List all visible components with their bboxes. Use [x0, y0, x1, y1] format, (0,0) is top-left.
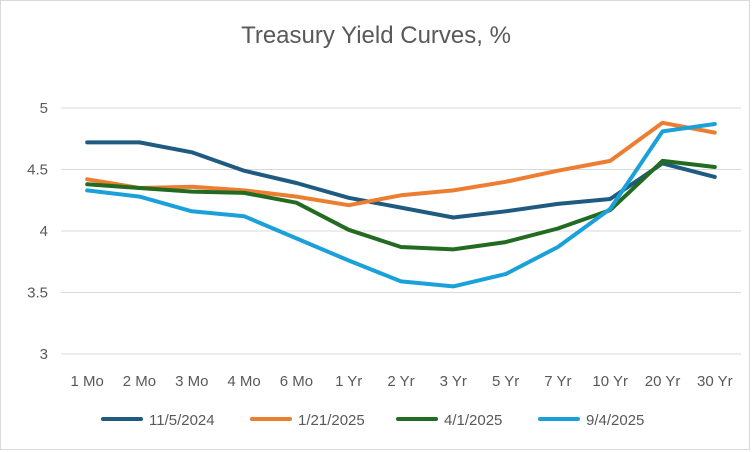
x-tick-label: 2 Yr: [387, 373, 414, 390]
y-tick-label: 3: [40, 346, 48, 363]
y-tick-label: 4.5: [27, 162, 48, 179]
x-tick-label: 1 Mo: [70, 373, 103, 390]
legend-label-3: 4/1/2025: [444, 412, 502, 429]
legend-label-1: 11/5/2024: [149, 412, 215, 429]
x-tick-label: 3 Mo: [175, 373, 208, 390]
x-tick-label: 7 Yr: [544, 373, 571, 390]
x-tick-label: 10 Yr: [592, 373, 628, 390]
y-tick-label: 4: [40, 223, 48, 240]
grid-lines: [61, 107, 741, 355]
legend-label-4: 9/4/2025: [586, 412, 644, 429]
x-tick-label: 2 Mo: [123, 373, 156, 390]
x-tick-label: 30 Yr: [697, 373, 733, 390]
series-line-1: [85, 140, 717, 220]
series-lines: [85, 120, 717, 289]
series-line-3: [85, 158, 717, 252]
y-axis-ticks: 3 3.5 4 4.5 5: [27, 100, 48, 363]
chart-title: Treasury Yield Curves, %: [241, 22, 511, 49]
x-tick-label: 3 Yr: [440, 373, 467, 390]
x-tick-label: 20 Yr: [645, 373, 681, 390]
x-axis-ticks: 1 Mo 2 Mo 3 Mo 4 Mo 6 Mo 1 Yr 2 Yr 3 Yr 5 Yr 7 Yr…: [70, 373, 732, 390]
x-tick-label: 6 Mo: [280, 373, 313, 390]
x-tick-label: 4 Mo: [227, 373, 260, 390]
series-line-4: [85, 122, 717, 289]
legend: 11/5/2024 1/21/2025 4/1/2025 9/4/2025: [101, 412, 644, 429]
y-tick-label: 3.5: [27, 285, 48, 302]
x-tick-label: 1 Yr: [335, 373, 362, 390]
y-tick-label: 5: [40, 100, 48, 117]
legend-label-2: 1/21/2025: [298, 412, 365, 429]
series-line-2: [85, 120, 717, 208]
x-tick-label: 5 Yr: [492, 373, 519, 390]
